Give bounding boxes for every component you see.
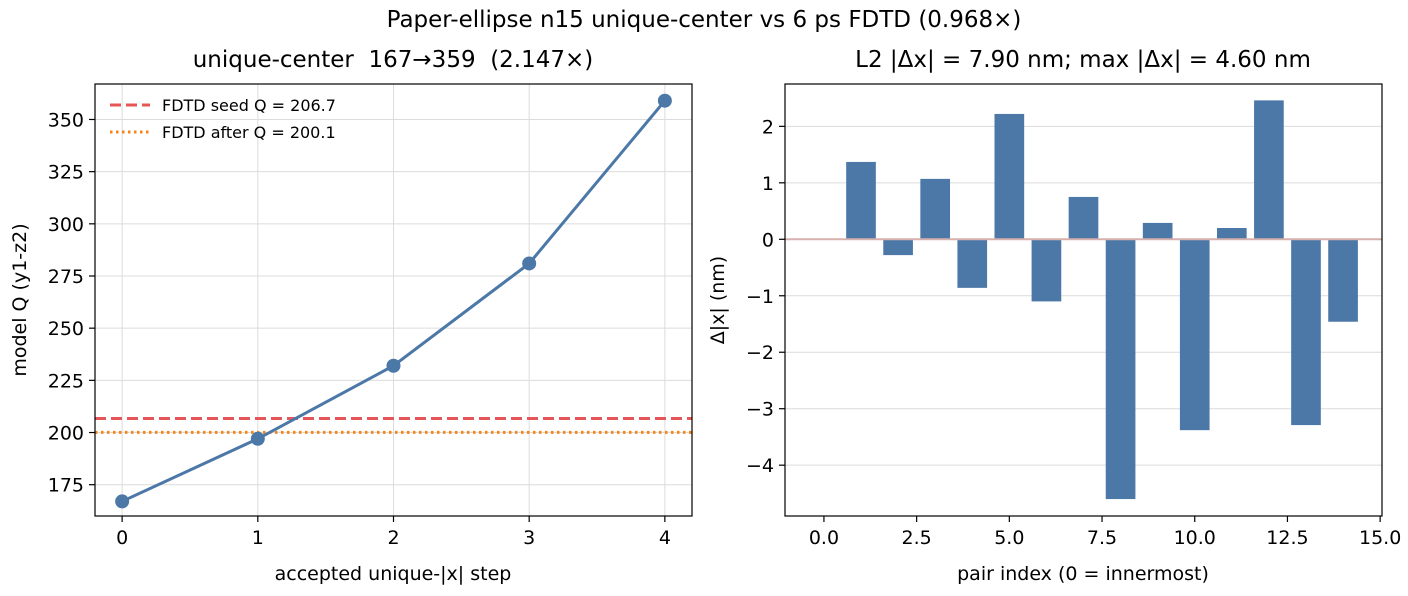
right-y-tick-label: 1 (762, 173, 774, 195)
left-y-tick-label: 350 (48, 109, 84, 131)
right-bars (846, 100, 1358, 500)
q-point (386, 358, 401, 373)
q-point (657, 93, 672, 108)
right-x-tick-label: 7.5 (1087, 527, 1117, 549)
right-plot-frame (784, 83, 1383, 517)
delta-bar (1179, 239, 1210, 431)
right-chart: L2 |Δx| = 7.90 nm; max |Δx| = 4.60 nm −4… (707, 47, 1401, 585)
left-y-tick-label: 300 (48, 214, 84, 236)
left-legend: FDTD seed Q = 206.7 FDTD after Q = 200.1 (110, 96, 336, 142)
delta-bar (1031, 239, 1062, 302)
delta-bar (1142, 222, 1173, 240)
left-y-tick-label: 200 (48, 423, 84, 445)
left-x-tick-label: 4 (659, 527, 671, 549)
right-chart-title: L2 |Δx| = 7.90 nm; max |Δx| = 4.60 nm (855, 47, 1311, 73)
delta-bar (994, 113, 1025, 240)
left-y-axis-label: model Q (y1-z2) (9, 223, 31, 376)
right-x-tick-label: 12.5 (1266, 527, 1308, 549)
q-point (115, 494, 130, 509)
right-y-tick-label: 0 (762, 229, 774, 251)
right-x-tick-label: 5.0 (994, 527, 1024, 549)
right-x-axis-label: pair index (0 = innermost) (957, 563, 1209, 585)
delta-bar (846, 161, 876, 240)
left-x-axis-label: accepted unique-|x| step (275, 563, 512, 585)
right-y-tick-label: −1 (746, 286, 774, 308)
delta-bar (920, 178, 951, 240)
right-y-tick-label: −4 (746, 455, 774, 477)
left-y-tick-label: 275 (48, 266, 84, 288)
left-grid (95, 84, 692, 516)
right-x-tick-label: 2.5 (902, 527, 932, 549)
delta-bar (1105, 239, 1136, 500)
delta-bar (957, 239, 988, 288)
left-y-tick-label: 175 (48, 475, 84, 497)
left-x-tick-label: 2 (387, 527, 399, 549)
right-y-tick-label: −2 (746, 342, 774, 364)
q-point (250, 431, 265, 446)
left-y-tick-label: 225 (48, 370, 84, 392)
left-y-tick-label: 325 (48, 162, 84, 184)
left-chart-title: unique-center 167→359 (2.147×) (193, 47, 594, 73)
delta-bar (1254, 100, 1284, 240)
delta-bar (1216, 228, 1247, 240)
right-y-tick-label: 2 (762, 116, 774, 138)
right-x-tick-label: 10.0 (1174, 527, 1216, 549)
left-x-tick-label: 1 (252, 527, 264, 549)
right-x-tick-label: 15.0 (1359, 527, 1401, 549)
legend-after-label: FDTD after Q = 200.1 (162, 123, 336, 142)
figure-suptitle: Paper-ellipse n15 unique-center vs 6 ps … (387, 7, 1022, 33)
left-hlines (95, 417, 692, 434)
left-series (115, 93, 672, 509)
left-x-tick-label: 0 (116, 527, 128, 549)
delta-bar (883, 239, 913, 256)
delta-bar (1291, 239, 1321, 426)
right-ticks: −4 −3 −2 −1 0 1 2 0.0 2.5 5.0 7.5 10.0 12.5 15.0 (746, 116, 1401, 549)
left-y-tick-label: 250 (48, 318, 84, 340)
right-y-axis-label: Δ|x| (nm) (707, 256, 729, 344)
left-ticks: 0 1 2 3 4 175 200 225 250 275 300 325 350 (48, 109, 671, 549)
legend-seed-label: FDTD seed Q = 206.7 (162, 96, 336, 115)
q-point (522, 256, 537, 271)
delta-bar (1068, 196, 1099, 240)
left-chart: unique-center 167→359 (2.147×) 0 1 2 3 4 175 2… (9, 47, 693, 585)
right-y-tick-label: −3 (746, 399, 774, 421)
right-x-tick-label: 0.0 (809, 527, 839, 549)
left-x-tick-label: 3 (523, 527, 535, 549)
delta-bar (1328, 239, 1358, 322)
